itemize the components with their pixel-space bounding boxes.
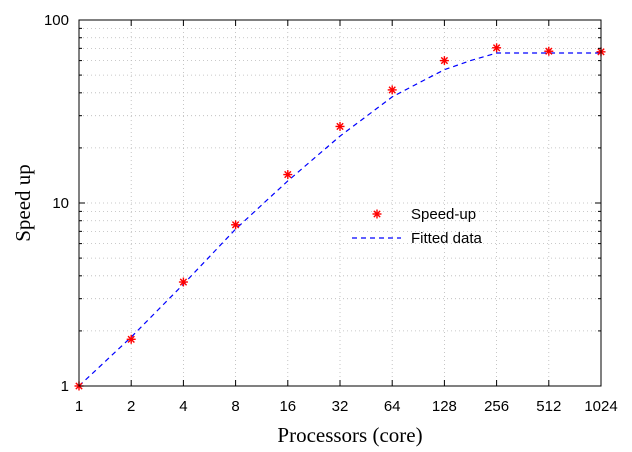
grid [79, 20, 601, 386]
legend: Speed-up Fitted data [352, 206, 483, 247]
speed-up-point [178, 277, 188, 287]
x-tick-label: 4 [179, 398, 187, 415]
x-tick-label: 64 [384, 398, 401, 415]
speed-up-point [231, 220, 241, 230]
x-tick-label: 1 [75, 398, 83, 415]
y-tick-label: 1 [61, 378, 69, 395]
x-tick-label: 8 [231, 398, 239, 415]
x-tick-label: 2 [127, 398, 135, 415]
speed-up-point [492, 43, 502, 53]
x-axis-label: Processors (core) [277, 423, 422, 447]
y-tick-label: 10 [52, 195, 69, 212]
y-tick-label: 100 [44, 12, 69, 29]
y-axis-label: Speed up [11, 164, 35, 242]
x-tick-label: 1024 [584, 398, 617, 415]
x-tick-label: 32 [332, 398, 349, 415]
speed-up-point [126, 334, 136, 344]
fitted-data-line [78, 52, 601, 387]
x-tick-label: 128 [432, 398, 457, 415]
speed-up-point [439, 56, 449, 66]
legend-label: Fitted data [411, 230, 483, 247]
legend-speed-up-symbol [372, 209, 382, 219]
x-tick-label: 512 [536, 398, 561, 415]
x-tick-label: 16 [279, 398, 296, 415]
speed-up-point [387, 85, 397, 95]
speed-up-point [335, 121, 345, 131]
legend-label: Speed-up [411, 206, 476, 223]
ticks: 1 2 4 8 16 32 64 128 256 512 1024 1 10 100 [44, 12, 618, 415]
speed-up-point [544, 46, 554, 56]
x-tick-label: 256 [484, 398, 509, 415]
speed-up-point [283, 170, 293, 180]
